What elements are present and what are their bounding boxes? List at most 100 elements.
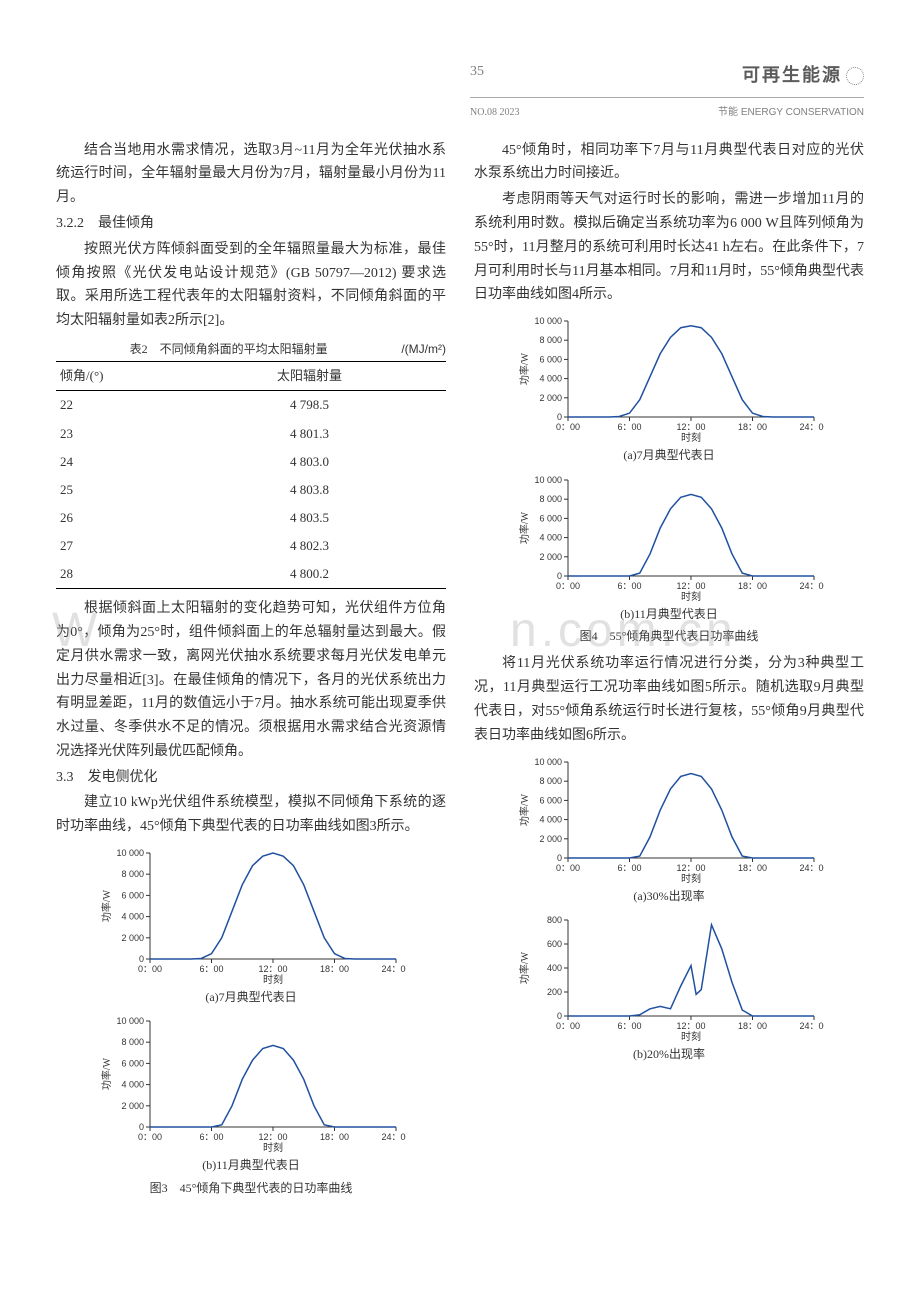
table-row: 274 802.3	[56, 532, 446, 560]
fig4a-chart: 02 0004 0006 0008 00010 0000：006：0012：00…	[514, 313, 824, 443]
svg-text:12：00: 12：00	[258, 1132, 287, 1142]
table-row: 244 803.0	[56, 448, 446, 476]
svg-text:12：00: 12：00	[676, 422, 705, 432]
table-row: 254 803.8	[56, 476, 446, 504]
svg-text:功率/W: 功率/W	[100, 1058, 113, 1091]
two-column-body: 结合当地用水需求情况，选取3月~11月为全年光伏抽水系统运行时间，全年辐射量最大…	[56, 139, 864, 1205]
svg-text:功率/W: 功率/W	[518, 353, 531, 386]
svg-text:0：00: 0：00	[556, 581, 580, 591]
fig3a-block: 02 0004 0006 0008 00010 0000：006：0012：00…	[56, 845, 446, 1007]
svg-text:6：00: 6：00	[199, 1132, 223, 1142]
page-header: 35 可再生能源	[56, 60, 864, 91]
svg-text:24：00: 24：00	[381, 1132, 406, 1142]
svg-text:0：00: 0：00	[556, 422, 580, 432]
svg-text:600: 600	[547, 939, 562, 949]
fig5b-caption: (b)20%出现率	[474, 1044, 864, 1064]
section-en: 节能 ENERGY CONSERVATION	[718, 104, 864, 121]
page-number: 35	[470, 60, 526, 84]
para-l3: 根据倾斜面上太阳辐射的变化趋势可知，光伏组件方位角为0°，倾角为25°时，组件倾…	[56, 597, 446, 764]
left-column: 结合当地用水需求情况，选取3月~11月为全年光伏抽水系统运行时间，全年辐射量最大…	[56, 139, 446, 1205]
fig4b-chart: 02 0004 0006 0008 00010 0000：006：0012：00…	[514, 472, 824, 602]
fig3a-caption: (a)7月典型代表日	[56, 987, 446, 1007]
svg-text:2 000: 2 000	[539, 551, 562, 561]
svg-text:6 000: 6 000	[121, 1059, 144, 1069]
sect-322: 3.2.2 最佳倾角	[56, 212, 446, 236]
svg-text:12：00: 12：00	[676, 1021, 705, 1031]
svg-text:4 000: 4 000	[121, 912, 144, 922]
svg-text:8 000: 8 000	[539, 335, 562, 345]
svg-text:时刻: 时刻	[681, 590, 701, 602]
svg-text:0：00: 0：00	[556, 1021, 580, 1031]
fig4-caption: 图4 55°倾角典型代表日功率曲线	[474, 626, 864, 646]
svg-text:8 000: 8 000	[539, 494, 562, 504]
sub-header: NO.08 2023 节能 ENERGY CONSERVATION	[470, 97, 864, 121]
sect-33: 3.3 发电侧优化	[56, 766, 446, 790]
svg-text:6：00: 6：00	[617, 581, 641, 591]
table-row: 234 801.3	[56, 420, 446, 448]
svg-text:4 000: 4 000	[121, 1080, 144, 1090]
svg-text:18：00: 18：00	[738, 581, 767, 591]
svg-text:10 000: 10 000	[116, 1016, 144, 1026]
fig4a-caption: (a)7月典型代表日	[474, 445, 864, 465]
para-l2: 按照光伏方阵倾斜面受到的全年辐照量最大为标准，最佳倾角按照《光伏发电站设计规范》…	[56, 238, 446, 333]
page: 35 可再生能源 NO.08 2023 节能 ENERGY CONSERVATI…	[0, 0, 920, 1244]
svg-text:0: 0	[557, 412, 562, 422]
svg-text:10 000: 10 000	[534, 475, 562, 485]
svg-text:12：00: 12：00	[258, 964, 287, 974]
fig4a-block: 02 0004 0006 0008 00010 0000：006：0012：00…	[474, 313, 864, 465]
svg-text:时刻: 时刻	[263, 973, 283, 985]
para-r3: 将11月光伏系统功率运行情况进行分类，分为3种典型工况，11月典型运行工况功率曲…	[474, 652, 864, 747]
svg-text:6：00: 6：00	[617, 1021, 641, 1031]
svg-text:6：00: 6：00	[199, 964, 223, 974]
svg-text:10 000: 10 000	[116, 848, 144, 858]
svg-text:6 000: 6 000	[121, 890, 144, 900]
svg-text:6 000: 6 000	[539, 795, 562, 805]
svg-text:0: 0	[139, 954, 144, 964]
svg-text:2 000: 2 000	[121, 1101, 144, 1111]
svg-text:12：00: 12：00	[676, 581, 705, 591]
svg-text:18：00: 18：00	[738, 422, 767, 432]
fig5b-chart: 02004006008000：006：0012：0018：0024：00功率/W…	[514, 912, 824, 1042]
svg-text:18：00: 18：00	[320, 1132, 349, 1142]
svg-text:2 000: 2 000	[121, 933, 144, 943]
para-l4: 建立10 kWp光伏组件系统模型，模拟不同倾角下系统的逐时功率曲线，45°倾角下…	[56, 791, 446, 839]
svg-text:800: 800	[547, 915, 562, 925]
svg-text:0：00: 0：00	[138, 1132, 162, 1142]
brand-title: 可再生能源	[742, 60, 864, 91]
svg-text:2 000: 2 000	[539, 833, 562, 843]
table2-title: 表2 不同倾角斜面的平均太阳辐射量 /(MJ/m²)	[56, 339, 446, 359]
svg-text:时刻: 时刻	[681, 872, 701, 884]
table2-col2: 太阳辐射量	[173, 362, 446, 391]
svg-text:12：00: 12：00	[676, 863, 705, 873]
fig5b-block: 02004006008000：006：0012：0018：0024：00功率/W…	[474, 912, 864, 1064]
fig3a-chart: 02 0004 0006 0008 00010 0000：006：0012：00…	[96, 845, 406, 985]
sun-icon	[846, 67, 864, 85]
svg-text:0: 0	[557, 571, 562, 581]
svg-text:0: 0	[557, 853, 562, 863]
svg-text:8 000: 8 000	[121, 869, 144, 879]
svg-text:0：00: 0：00	[556, 863, 580, 873]
svg-text:4 000: 4 000	[539, 374, 562, 384]
table-row: 224 798.5	[56, 391, 446, 420]
svg-text:6 000: 6 000	[539, 513, 562, 523]
para-r1: 45°倾角时，相同功率下7月与11月典型代表日对应的光伏水泵系统出力时间接近。	[474, 139, 864, 187]
svg-text:18：00: 18：00	[738, 863, 767, 873]
fig5a-chart: 02 0004 0006 0008 00010 0000：006：0012：00…	[514, 754, 824, 884]
fig5a-caption: (a)30%出现率	[474, 886, 864, 906]
right-column: 45°倾角时，相同功率下7月与11月典型代表日对应的光伏水泵系统出力时间接近。 …	[474, 139, 864, 1205]
table2-unit: /(MJ/m²)	[401, 339, 446, 359]
svg-text:24：00: 24：00	[799, 1021, 824, 1031]
fig4b-block: 02 0004 0006 0008 00010 0000：006：0012：00…	[474, 472, 864, 624]
fig3-caption: 图3 45°倾角下典型代表的日功率曲线	[56, 1178, 446, 1198]
svg-text:时刻: 时刻	[263, 1141, 283, 1153]
svg-text:6：00: 6：00	[617, 863, 641, 873]
svg-text:时刻: 时刻	[681, 1030, 701, 1042]
fig3b-chart: 02 0004 0006 0008 00010 0000：006：0012：00…	[96, 1013, 406, 1153]
svg-text:18：00: 18：00	[738, 1021, 767, 1031]
svg-text:0: 0	[139, 1122, 144, 1132]
fig3b-block: 02 0004 0006 0008 00010 0000：006：0012：00…	[56, 1013, 446, 1175]
svg-text:功率/W: 功率/W	[518, 511, 531, 544]
fig3b-caption: (b)11月典型代表日	[56, 1155, 446, 1175]
fig4b-caption: (b)11月典型代表日	[474, 604, 864, 624]
svg-text:6：00: 6：00	[617, 422, 641, 432]
